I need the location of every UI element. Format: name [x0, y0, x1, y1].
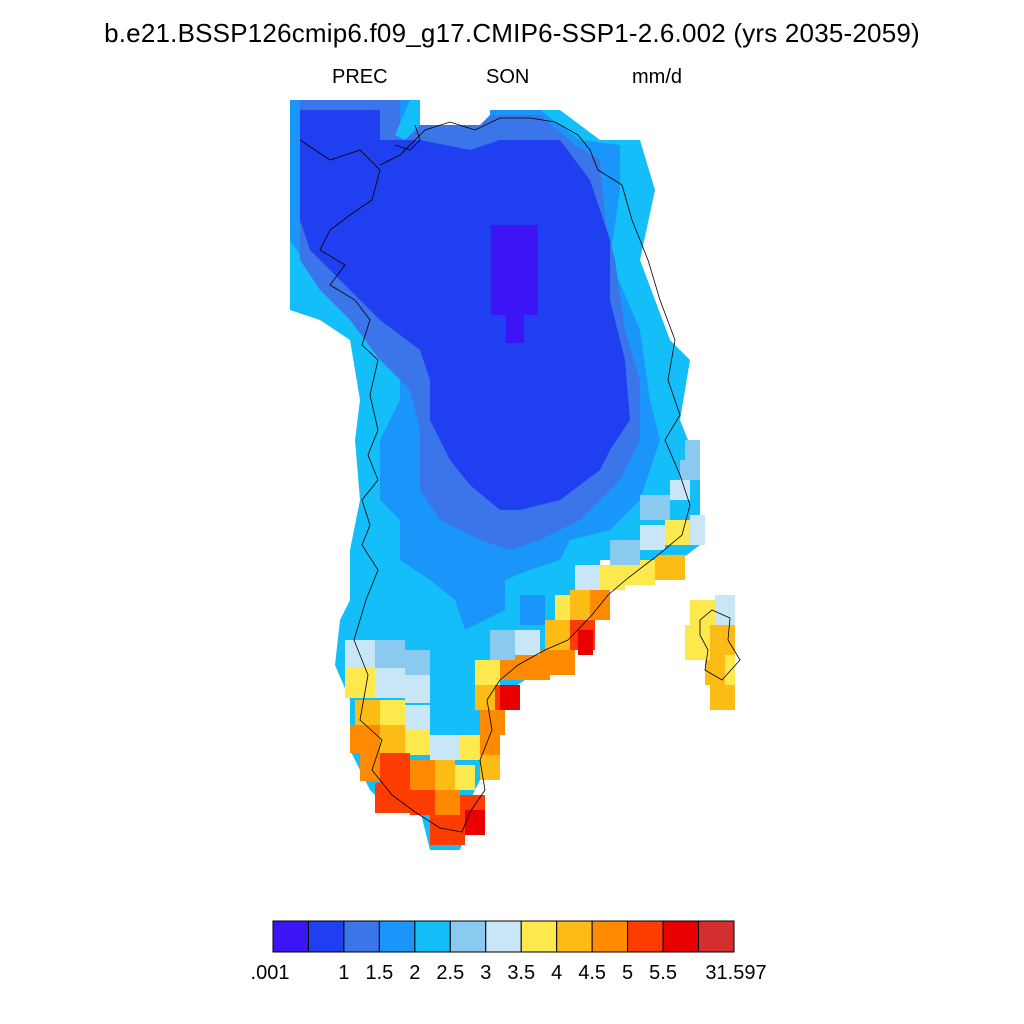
- season-label: SON: [486, 66, 530, 88]
- map-cell: [455, 765, 475, 790]
- map-cell: [665, 520, 690, 545]
- colorbar-swatch: [378, 920, 416, 953]
- map-cell: [380, 700, 405, 725]
- colorbar-tick-label: 4.5: [578, 962, 607, 984]
- map-cell: [465, 810, 485, 835]
- map-cell: [490, 630, 515, 660]
- map-cell: [480, 755, 500, 780]
- colorbar-tick-label: 2.5: [436, 962, 465, 984]
- colorbar-swatch: [627, 920, 664, 953]
- map-cell: [405, 705, 430, 730]
- map-cell: [405, 650, 430, 675]
- map-cell: [640, 525, 665, 550]
- map-cell: [500, 685, 520, 710]
- map-cell: [520, 595, 545, 625]
- map-cell: [578, 630, 593, 655]
- map-cell: [715, 595, 735, 625]
- colorbar-swatch: [556, 920, 593, 953]
- map-cell: [405, 730, 430, 755]
- colorbar-swatch: [307, 920, 345, 953]
- colorbar-swatch: [414, 920, 451, 953]
- colorbar-swatch: [343, 920, 380, 953]
- map-cell: [380, 753, 410, 783]
- coastline-path: [299, 117, 691, 833]
- map-cell: [690, 515, 705, 545]
- map-cell: [610, 540, 640, 565]
- map-cell: [355, 700, 380, 725]
- map-cell: [491, 225, 538, 315]
- map-cell: [410, 760, 435, 790]
- map-cell: [480, 710, 505, 735]
- map-cell: [640, 495, 670, 520]
- map-cell: [550, 650, 575, 675]
- map-cell: [375, 783, 410, 813]
- coastline-path: [394, 124, 421, 151]
- map-cell: [670, 480, 690, 500]
- map-cell: [350, 725, 380, 753]
- colorbar-tick-label: 1: [338, 962, 350, 984]
- colorbar-swatch: [591, 920, 629, 953]
- map-region: [300, 110, 630, 510]
- colorbar-swatch: [698, 920, 735, 953]
- colorbar-tick-label: 3: [480, 962, 492, 984]
- colorbar-swatch: [662, 920, 700, 953]
- map-cell: [480, 735, 500, 760]
- colorbar-tick-label: 5: [622, 962, 634, 984]
- colorbar-swatch: [449, 920, 487, 953]
- map-cell: [380, 725, 405, 753]
- colorbar-tick-label: 3.5: [507, 962, 536, 984]
- map-cell: [710, 625, 735, 660]
- colorbar-swatch: [485, 920, 522, 953]
- map-grid-cells: [290, 100, 735, 850]
- map-cell: [375, 668, 405, 698]
- map-cell: [405, 675, 430, 703]
- map-cell: [685, 440, 700, 465]
- map-cell: [460, 735, 480, 760]
- colorbar-swatch: [272, 920, 309, 953]
- map-cell: [345, 668, 375, 698]
- map-cell: [725, 655, 735, 685]
- map-cell: [685, 625, 710, 660]
- map-cell: [575, 565, 600, 590]
- plot-title: b.e21.BSSP126cmip6.f09_g17.CMIP6-SSP1-2.…: [104, 18, 920, 48]
- units-label: mm/d: [632, 66, 682, 88]
- colorbar-tick-label: 4: [551, 962, 563, 984]
- map-cell: [600, 565, 625, 590]
- variable-label: PREC: [332, 66, 388, 88]
- map-cell: [430, 815, 465, 845]
- map-cell: [410, 790, 435, 815]
- colorbar-tick-label: 1.5: [365, 962, 394, 984]
- map-cell: [475, 660, 500, 685]
- map-cell: [430, 735, 460, 760]
- map-cell: [655, 555, 685, 580]
- map-cell: [435, 790, 460, 815]
- map-cell: [475, 685, 495, 710]
- colorbar-swatch: [520, 920, 558, 953]
- map-region: [395, 100, 420, 140]
- map-cell: [375, 640, 405, 668]
- colorbar-tick-label: 5.5: [649, 962, 677, 984]
- colorbar-tick-label: .001: [250, 962, 290, 984]
- colorbar-tick-label: 31.597: [705, 962, 767, 984]
- map-cell: [435, 760, 455, 790]
- colorbar-tick-label: 2: [409, 962, 421, 984]
- coastline: [299, 117, 741, 833]
- coastline-path: [699, 609, 741, 681]
- map-cell: [506, 315, 524, 343]
